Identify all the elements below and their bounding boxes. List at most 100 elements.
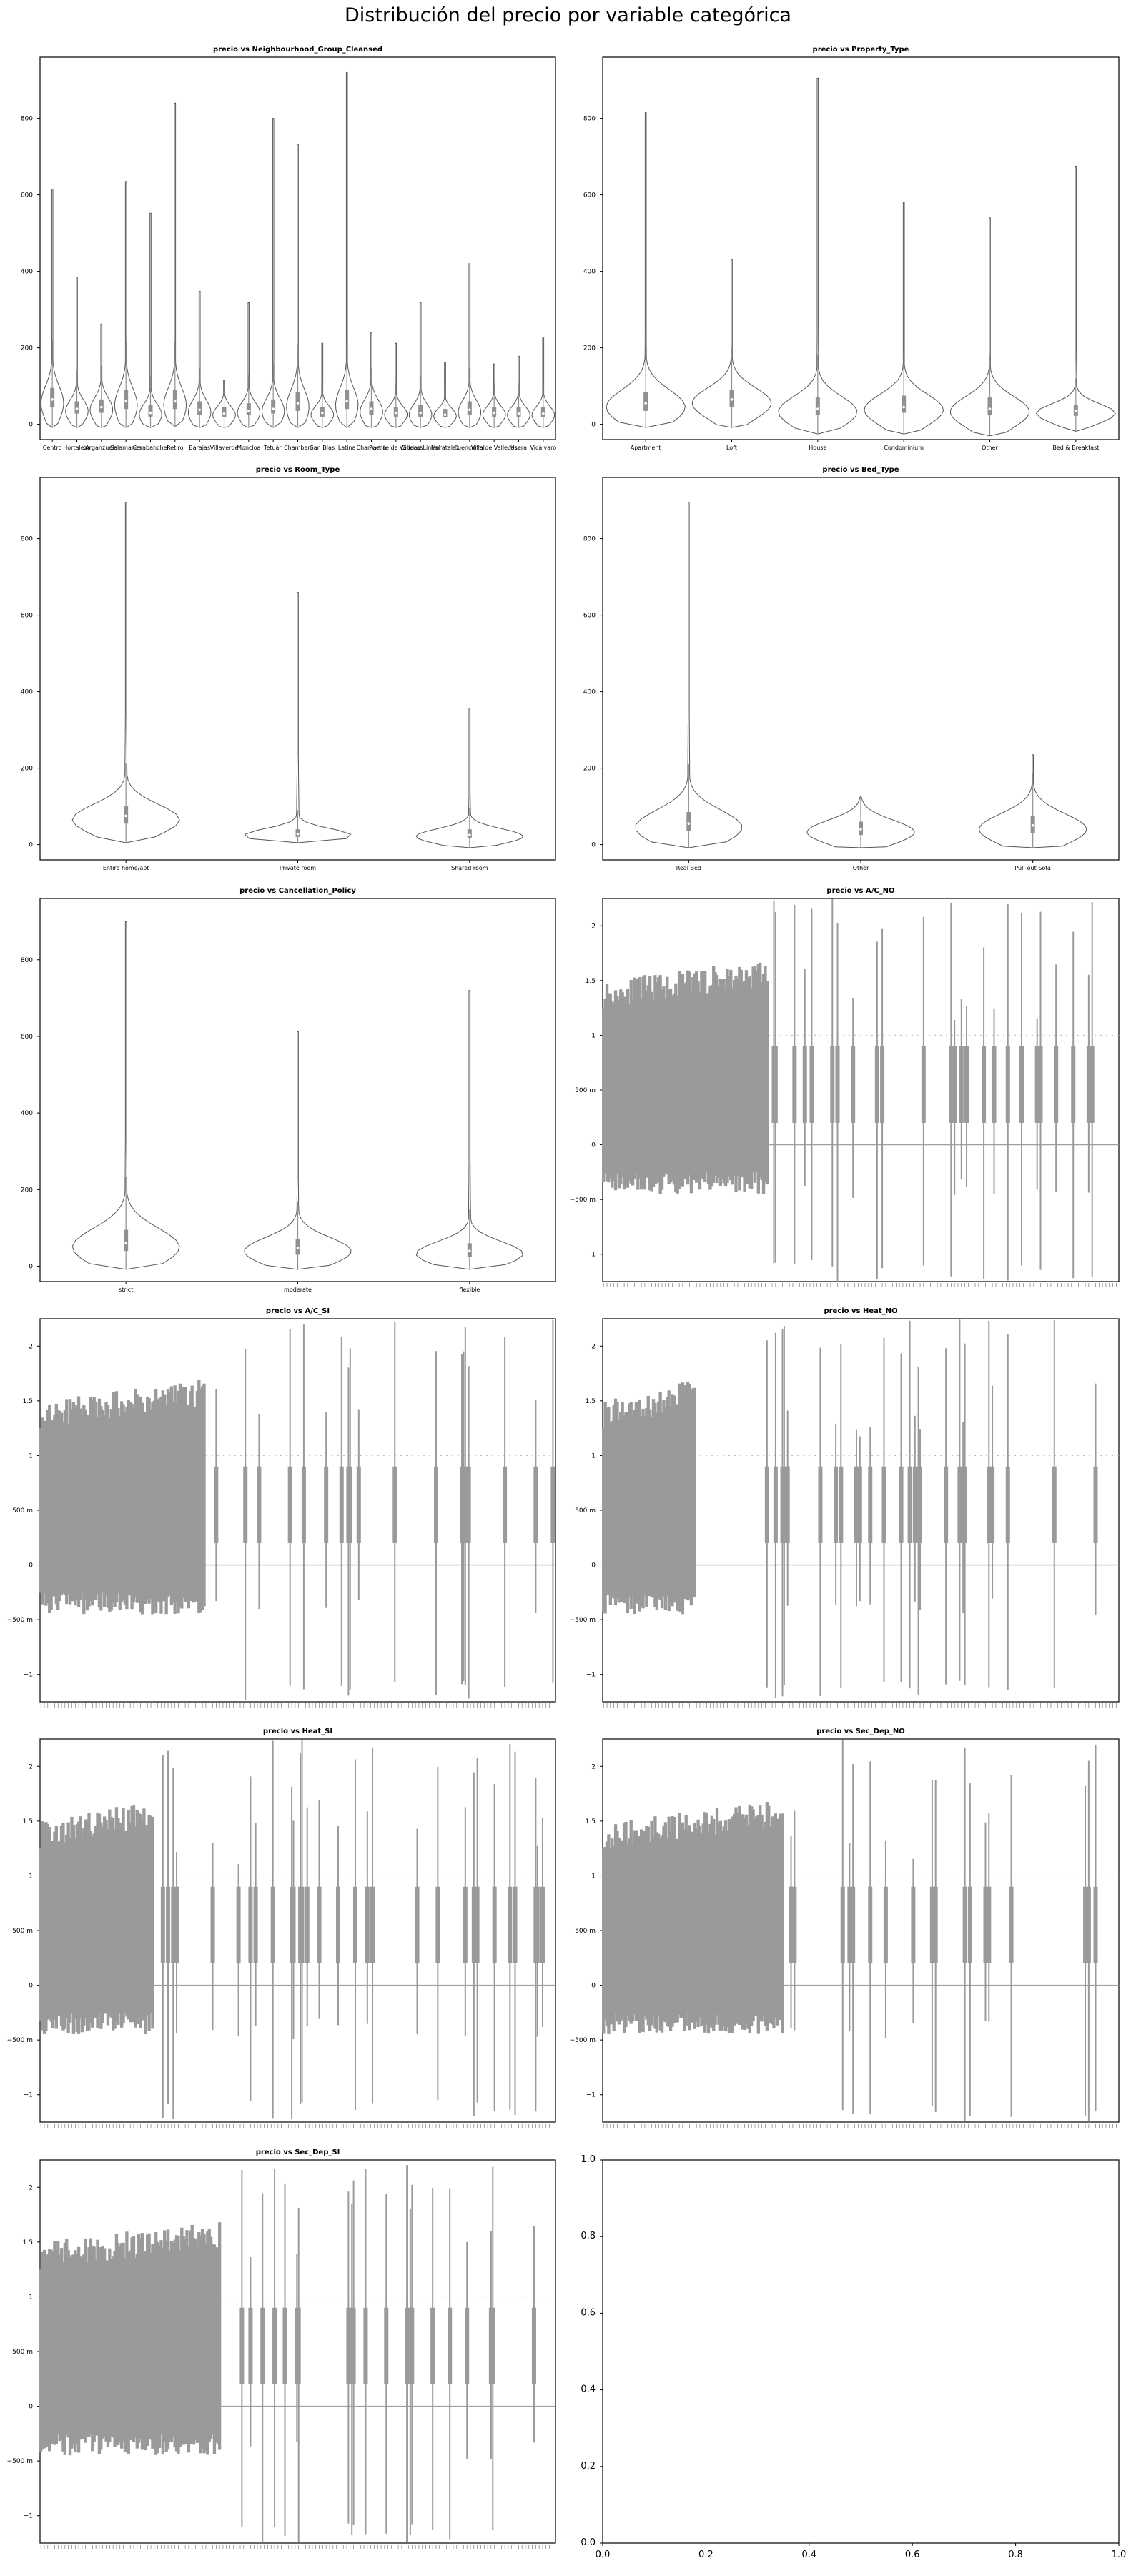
- dense-violin: [710, 1815, 713, 2028]
- dense-violin: [75, 1824, 79, 2033]
- dense-violin: [662, 986, 666, 1177]
- dense-violin: [113, 2251, 117, 2447]
- dense-violin: [616, 1402, 619, 1599]
- x-tick-label: Apartment: [631, 445, 661, 451]
- sparse-box: [384, 2307, 389, 2384]
- dense-violin: [102, 2248, 107, 2437]
- dense-violin: [655, 982, 658, 1184]
- dense-violin: [99, 1822, 103, 2029]
- dense-violin: [109, 2259, 113, 2437]
- dense-violin: [61, 1422, 65, 1594]
- dense-violin: [144, 1825, 147, 2035]
- x-tick-label: 0.2: [698, 2550, 713, 2560]
- dense-violin: [44, 2264, 48, 2444]
- violin-body: [606, 112, 686, 428]
- dense-violin: [54, 1826, 58, 2029]
- x-tick-label: Puente de Vallecas: [369, 445, 423, 451]
- panel-title: precio vs Room_Type: [256, 466, 340, 474]
- y-tick-label: 400: [21, 689, 33, 696]
- violin-panel-sec-dep-no: precio vs Sec_Dep_NO −1 −500 m 0 500 m 1 1.5 2: [570, 1728, 1120, 2128]
- dense-violin: [94, 1825, 98, 2018]
- dense-violin: [137, 1405, 141, 1601]
- panel-title: precio vs Cancellation_Policy: [239, 887, 356, 895]
- sparse-box: [475, 1886, 480, 1963]
- dense-violin: [169, 2241, 174, 2442]
- dense-violin: [607, 1834, 611, 2034]
- sparse-box: [781, 1466, 786, 1543]
- sparse-box: [899, 1466, 904, 1543]
- dense-violin: [117, 1407, 120, 1594]
- dense-violin: [650, 1417, 653, 1597]
- violin-median: [296, 832, 300, 836]
- x-tick-label: San Blas: [310, 445, 335, 451]
- sparse-box: [392, 1466, 397, 1543]
- sparse-box: [347, 1466, 352, 1543]
- panel-title: precio vs Property_Type: [813, 46, 909, 54]
- dense-violin: [111, 1392, 115, 1603]
- sparse-box: [210, 1886, 215, 1963]
- dense-violin: [736, 1812, 740, 2024]
- y-tick-label: 2: [591, 1343, 596, 1350]
- dense-violin: [142, 1412, 146, 1600]
- sparse-box: [410, 2307, 415, 2384]
- dense-violin: [97, 2249, 102, 2454]
- dense-violin: [101, 1826, 104, 2023]
- sparse-box: [918, 1466, 923, 1543]
- dense-violin: [163, 2230, 167, 2442]
- dense-violin: [686, 1831, 690, 2013]
- x-tick-label: Tetuán: [263, 445, 283, 451]
- y-tick-label: 0: [29, 842, 33, 849]
- dense-violin: [135, 1394, 139, 1603]
- x-tick-label: Fuencarral: [455, 445, 485, 451]
- dense-violin: [117, 2243, 120, 2445]
- violin-body: [244, 592, 352, 843]
- y-tick-label: 2: [591, 1763, 596, 1770]
- dense-violin: [691, 1388, 695, 1596]
- dense-violin: [54, 1403, 58, 1605]
- dense-violin: [63, 1409, 67, 1595]
- violin-median: [247, 410, 250, 412]
- panel-title: precio vs Bed_Type: [822, 466, 899, 474]
- dense-violin: [163, 1394, 167, 1602]
- dense-violin: [194, 1406, 197, 1602]
- y-tick-label: 400: [583, 689, 596, 696]
- dense-violin: [634, 1830, 638, 2021]
- dense-violin: [91, 1836, 94, 2028]
- dense-violin: [152, 1400, 156, 1607]
- y-tick-label: −1: [24, 1672, 33, 1679]
- dense-violin: [607, 1407, 611, 1595]
- violin-box: [172, 390, 177, 410]
- dense-violin: [92, 1833, 96, 2015]
- violin-median: [296, 402, 300, 405]
- sparse-box: [962, 1886, 967, 1963]
- y-tick-label: 1.0: [581, 2154, 596, 2165]
- dense-violin: [44, 1425, 48, 1606]
- sparse-box: [503, 1466, 508, 1543]
- panel-title: precio vs Heat_NO: [824, 1307, 897, 1315]
- y-tick-label: 0: [29, 1264, 33, 1271]
- sparse-box: [435, 1886, 440, 1963]
- dense-violin: [140, 1402, 144, 1615]
- panel-title: precio vs Heat_SI: [263, 1728, 332, 1735]
- dense-violin: [48, 1405, 51, 1613]
- sparse-box: [270, 1886, 275, 1963]
- violin-median: [988, 407, 992, 410]
- dense-violin: [628, 1838, 631, 2022]
- dense-violin: [190, 2224, 194, 2435]
- y-tick-label: 1.5: [23, 1818, 33, 1826]
- dense-violin: [761, 1828, 766, 2017]
- dense-violin: [129, 2250, 132, 2441]
- x-tick-label: Retiro: [167, 445, 184, 451]
- sparse-box: [987, 1886, 992, 1963]
- y-tick-label: 500 m: [12, 1928, 33, 1935]
- dense-violin: [753, 1818, 757, 2016]
- sparse-box: [305, 1886, 310, 1963]
- dense-violin: [756, 1815, 760, 2034]
- dense-violin: [626, 1844, 630, 2016]
- dense-violin: [173, 1385, 177, 1614]
- dense-violin: [185, 1408, 189, 1601]
- dense-violin: [68, 1838, 72, 2023]
- dense-violin: [703, 971, 707, 1182]
- x-tick-label: Ciudad Lineal: [401, 445, 440, 451]
- dense-violin: [118, 2245, 122, 2442]
